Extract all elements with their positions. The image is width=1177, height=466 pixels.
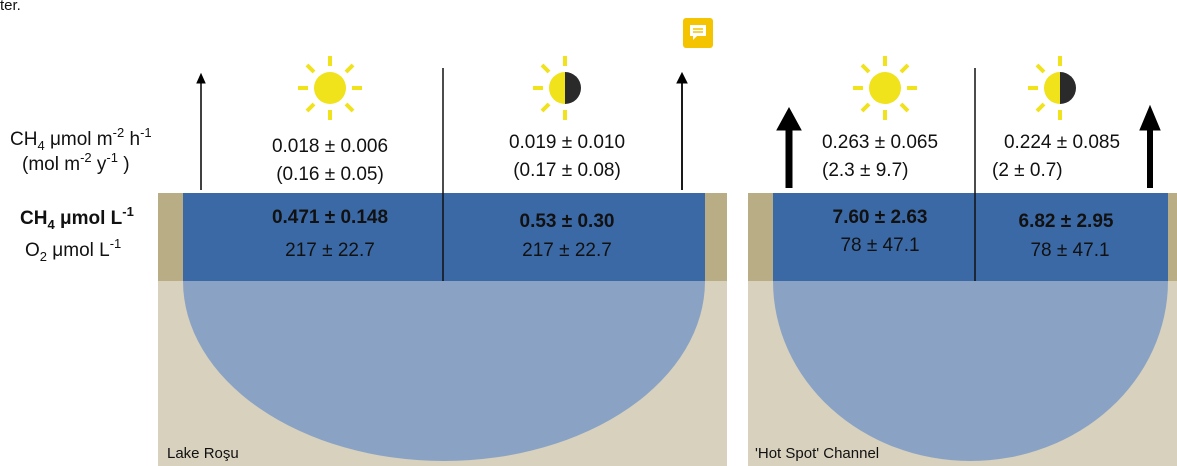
label-part: μmol L <box>47 240 110 261</box>
label-part: -1 <box>110 236 122 251</box>
row-label: O2 μmol L-1 <box>25 236 121 264</box>
label-part: μmol L <box>55 208 123 229</box>
o2-value: 217 ± 22.7 <box>522 240 612 261</box>
values: 0.018 ± 0.006 (0.16 ± 0.05) 0.471 ± 0.14… <box>272 132 1120 261</box>
ch4-value: 7.60 ± 2.63 <box>833 207 928 228</box>
ch4-value: 0.471 ± 0.148 <box>272 207 388 228</box>
flux-value: 0.224 ± 0.085 <box>1004 132 1120 153</box>
label-part: y <box>92 154 107 175</box>
comment-icon[interactable] <box>683 18 713 48</box>
row-label: CH4 μmol m-2 h-1 <box>10 125 152 153</box>
lake-panel <box>158 193 727 466</box>
o2-value: 78 ± 47.1 <box>1030 240 1109 261</box>
flux-annual: (2 ± 0.7) <box>992 160 1063 181</box>
half-sun-icon <box>531 54 581 122</box>
channel-panel <box>748 193 1177 466</box>
sun-icon <box>851 54 919 122</box>
row-label: (mol m-2 y-1 ) <box>22 150 130 175</box>
panel-name: Lake Roşu <box>167 445 239 462</box>
label-part: 2 <box>40 249 47 264</box>
ch4-value: 0.53 ± 0.30 <box>520 211 615 232</box>
label-part: -2 <box>80 150 92 165</box>
o2-value: 78 ± 47.1 <box>840 235 919 256</box>
flux-annual: (2.3 ± 9.7) <box>822 160 908 181</box>
flux-value: 0.018 ± 0.006 <box>272 136 388 157</box>
label-part: -1 <box>140 125 152 140</box>
label-part: -2 <box>113 125 125 140</box>
flux-arrow <box>196 71 1161 190</box>
label-part: CH <box>10 129 37 150</box>
label-part: h <box>124 129 140 150</box>
label-part: -1 <box>106 150 118 165</box>
flux-annual: (0.16 ± 0.05) <box>276 164 384 185</box>
label-part: μmol m <box>45 129 113 150</box>
flux-value: 0.263 ± 0.065 <box>822 132 938 153</box>
o2-value: 217 ± 22.7 <box>285 240 375 261</box>
half-sun-icon <box>1026 54 1076 122</box>
caption-fragment: ter. <box>0 0 21 14</box>
panel-name: 'Hot Spot' Channel <box>755 445 879 462</box>
label-part: (mol m <box>22 154 80 175</box>
label-part: 4 <box>37 138 44 153</box>
label-part: -1 <box>122 204 134 219</box>
flux-annual: (0.17 ± 0.08) <box>513 160 621 181</box>
label-part: CH <box>20 208 47 229</box>
ch4-value: 6.82 ± 2.95 <box>1019 211 1114 232</box>
row-label: CH4 μmol L-1 <box>20 204 134 232</box>
label-part: 4 <box>47 217 55 232</box>
flux-value: 0.019 ± 0.010 <box>509 132 625 153</box>
label-part: ) <box>118 154 130 175</box>
sun-icon <box>296 54 364 122</box>
label-part: O <box>25 240 40 261</box>
